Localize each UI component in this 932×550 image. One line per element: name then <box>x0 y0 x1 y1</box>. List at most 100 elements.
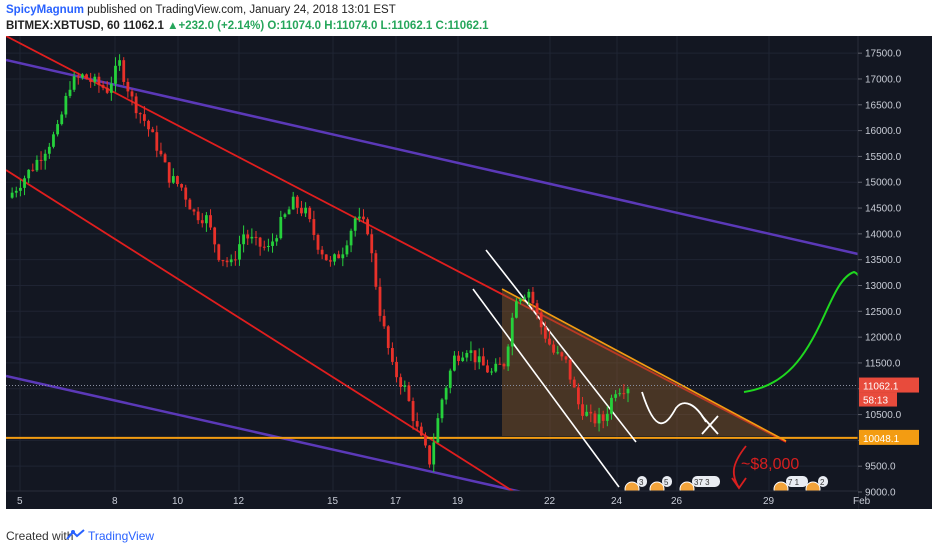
candle-body <box>626 388 630 394</box>
candle-body <box>118 60 121 66</box>
symbol-label: BITMEX:XBTUSD, 60 <box>6 20 120 32</box>
y-tick-label: 9500.0 <box>865 462 896 473</box>
candle-body <box>167 162 171 183</box>
candle-body <box>81 74 84 78</box>
candle-body <box>35 159 39 171</box>
candle-body <box>176 176 179 185</box>
candle-body <box>312 219 316 235</box>
candle-body <box>138 113 142 115</box>
y-tick-label: 16500.0 <box>865 100 902 111</box>
chart-canvas[interactable]: ~$8,000 3 5 37 3 7 1 2 17500.0 17000.0 16500.0 16… <box>6 36 932 509</box>
candle-body <box>304 207 307 214</box>
candle-body <box>275 238 279 242</box>
y-tick-label: 14500.0 <box>865 204 902 215</box>
y-tick-label: 14000.0 <box>865 229 902 240</box>
candle-body <box>490 371 493 373</box>
candle-body <box>593 413 597 424</box>
y-tick-label: 9000.0 <box>865 488 896 499</box>
candle-body <box>597 414 601 424</box>
candle-body <box>188 199 192 210</box>
candle-body <box>134 96 138 114</box>
event-flag-badge <box>818 476 828 487</box>
candle-body <box>64 95 68 115</box>
candle-body <box>19 187 22 191</box>
price-target-annotation: ~$8,000 <box>741 456 799 473</box>
candle-body <box>316 234 320 250</box>
candle-body <box>221 260 225 262</box>
price-chart[interactable]: ~$8,000 3 5 37 3 7 1 2 17500.0 17000.0 16500.0 16… <box>6 36 932 509</box>
candle-body <box>556 352 560 354</box>
x-tick-label: 29 <box>763 496 775 507</box>
candle-body <box>357 216 361 219</box>
candle-body <box>552 344 555 353</box>
candle-body <box>246 234 250 239</box>
x-tick-label: 17 <box>390 496 402 507</box>
candle-body <box>130 91 134 97</box>
candle-body <box>250 236 254 239</box>
candle-body <box>225 260 229 263</box>
y-tick-label: 17500.0 <box>865 49 902 60</box>
author-link[interactable]: SpicyMagnum <box>6 4 84 16</box>
candle-body <box>494 363 498 372</box>
x-tick-label: 10 <box>172 496 184 507</box>
candle-body <box>114 65 117 84</box>
candle-body <box>47 146 51 154</box>
tradingview-brand-link[interactable]: TradingView <box>88 529 155 543</box>
candle-body <box>362 216 365 220</box>
candle-body <box>27 169 31 179</box>
event-flag-count: 37 3 <box>694 478 710 487</box>
candle-body <box>510 317 514 347</box>
candle-body <box>473 350 477 363</box>
x-tick-label: 12 <box>233 496 245 507</box>
candle-body <box>436 418 440 443</box>
y-tick-label: 13500.0 <box>865 255 902 266</box>
candle-body <box>415 421 419 427</box>
candle-body <box>548 338 551 345</box>
candle-body <box>279 216 283 239</box>
candle-body <box>238 244 241 260</box>
candle-body <box>535 303 539 313</box>
purple-channel-upper <box>6 58 859 256</box>
candle-body <box>444 387 448 400</box>
candle-body <box>171 176 175 183</box>
candle-body <box>180 184 183 188</box>
candle-body <box>601 414 605 421</box>
publish-info: published on TradingView.com, January 24… <box>83 4 396 16</box>
countdown-badge <box>859 392 897 407</box>
candle-body <box>498 363 502 365</box>
candle-body <box>287 209 291 215</box>
x-tick-label: Feb <box>853 496 871 507</box>
candle-body <box>531 291 535 304</box>
symbol-line: BITMEX:XBTUSD, 60 11062.1 ▲+232.0 (+2.14… <box>6 20 489 32</box>
red-bear-arrow <box>731 445 747 490</box>
x-axis <box>6 491 858 509</box>
candle-body <box>271 241 274 246</box>
candle-body <box>196 211 200 221</box>
candle-body <box>378 286 382 316</box>
x-tick-label: 5 <box>17 496 23 507</box>
event-flag-badge <box>637 476 647 487</box>
candle-body <box>349 230 353 246</box>
candle-body <box>407 385 411 402</box>
candle-body <box>502 363 506 367</box>
candle-body <box>308 207 312 220</box>
candle-body <box>477 356 481 363</box>
candle-body <box>105 87 109 93</box>
y-tick-label: 15500.0 <box>865 152 902 163</box>
candle-body <box>200 220 204 224</box>
candle-body <box>283 214 287 217</box>
candle-body <box>506 346 510 367</box>
candle-body <box>151 129 155 133</box>
candle-body <box>109 83 113 93</box>
chart-header: SpicyMagnum published on TradingView.com… <box>0 0 932 36</box>
event-flag-badge <box>692 476 720 487</box>
candle-body <box>324 254 328 261</box>
candle-body <box>43 153 47 161</box>
candle-body <box>448 370 452 388</box>
candle-body <box>618 393 622 395</box>
candle-body <box>543 327 547 339</box>
candle-body <box>605 413 609 421</box>
tradingview-logo-icon[interactable] <box>66 528 86 542</box>
candle-body <box>465 352 469 358</box>
candle-body <box>85 74 88 80</box>
